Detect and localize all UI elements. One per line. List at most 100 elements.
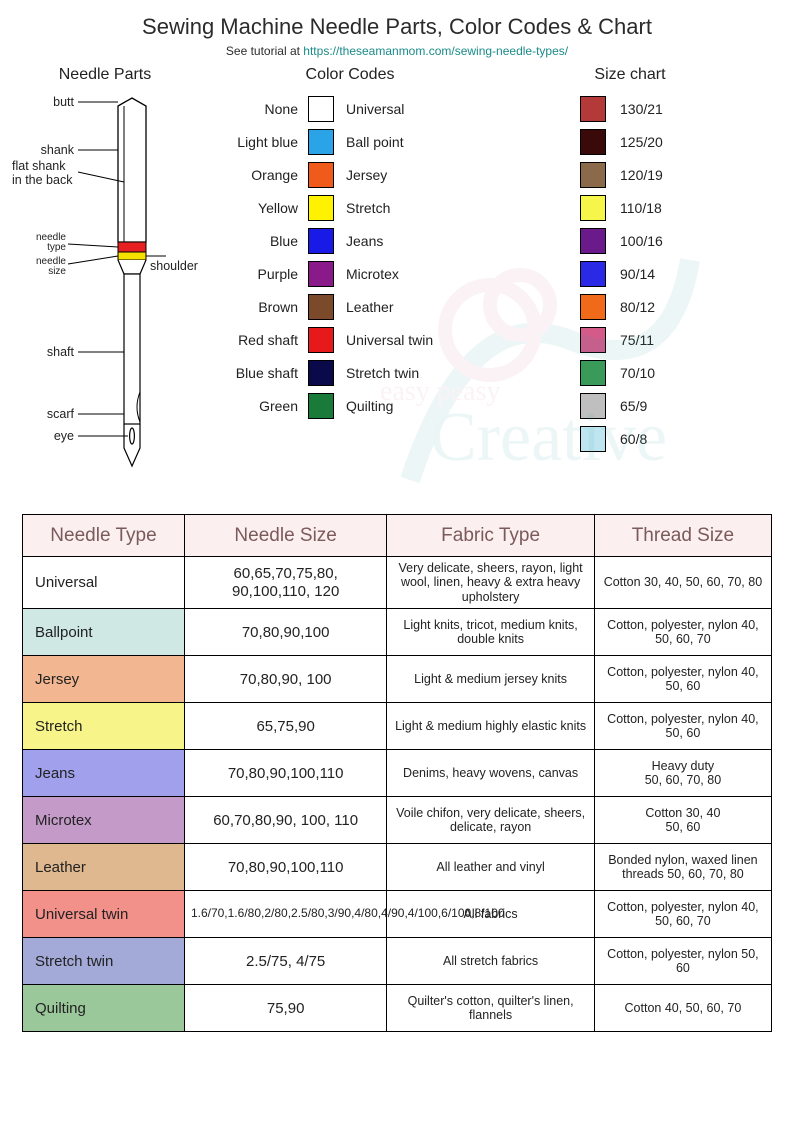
table-row: Universal60,65,70,75,80,90,100,110, 120V… <box>23 557 772 609</box>
size-chart-swatch <box>580 96 606 122</box>
cell-needle-size: 70,80,90,100 <box>184 609 386 656</box>
color-code-row: Light blue Ball point <box>200 125 500 158</box>
cell-thread-size: Cotton, polyester, nylon 50, 60 <box>594 938 771 985</box>
cell-thread-size: Bonded nylon, waxed linen threads 50, 60… <box>594 844 771 891</box>
cell-thread-size: Cotton 40, 50, 60, 70 <box>594 985 771 1032</box>
th-needle-type: Needle Type <box>23 515 185 557</box>
size-chart-swatch <box>580 261 606 287</box>
color-code-right: Microtex <box>334 266 399 282</box>
color-codes-section: Color Codes NoneUniversalLight blueBall … <box>200 66 500 502</box>
color-code-swatch <box>308 129 334 155</box>
size-chart-row: 70/10 <box>500 356 760 389</box>
color-code-left: Green <box>200 398 308 414</box>
cell-needle-type: Leather <box>23 844 185 891</box>
size-chart-label: 125/20 <box>606 134 663 150</box>
cell-needle-type: Universal twin <box>23 891 185 938</box>
cell-thread-size: Cotton 30, 4050, 60 <box>594 797 771 844</box>
cell-thread-size: Cotton, polyester, nylon 40, 50, 60, 70 <box>594 609 771 656</box>
color-code-right: Leather <box>334 299 393 315</box>
size-chart-label: 100/16 <box>606 233 663 249</box>
color-code-swatch <box>308 393 334 419</box>
tutorial-link[interactable]: https://theseamanmom.com/sewing-needle-t… <box>303 44 568 58</box>
cell-fabric-type: Light & medium jersey knits <box>387 656 594 703</box>
size-chart-swatch <box>580 327 606 353</box>
needle-diagram: butt shank flat shank in the back needle… <box>10 92 200 502</box>
size-chart-label: 130/21 <box>606 101 663 117</box>
cell-fabric-type: Voile chifon, very delicate, sheers, del… <box>387 797 594 844</box>
size-chart-swatch <box>580 360 606 386</box>
color-code-right: Jeans <box>334 233 383 249</box>
needle-table: Needle Type Needle Size Fabric Type Thre… <box>22 514 772 1032</box>
color-code-swatch <box>308 96 334 122</box>
size-chart-label: 90/14 <box>606 266 655 282</box>
size-chart-label: 75/11 <box>606 332 654 348</box>
cell-needle-type: Ballpoint <box>23 609 185 656</box>
color-code-right: Jersey <box>334 167 387 183</box>
needle-table-wrap: Needle Type Needle Size Fabric Type Thre… <box>0 510 794 1032</box>
cell-needle-type: Stretch <box>23 703 185 750</box>
color-code-row: Red shaft Universal twin <box>200 323 500 356</box>
cell-thread-size: Cotton, polyester, nylon 40, 50, 60, 70 <box>594 891 771 938</box>
cell-needle-size: 2.5/75, 4/75 <box>184 938 386 985</box>
cell-needle-size: 70,80,90,100,110 <box>184 750 386 797</box>
color-code-left: Purple <box>200 266 308 282</box>
color-code-right: Universal twin <box>334 332 433 348</box>
size-chart-row: 90/14 <box>500 257 760 290</box>
needle-shoulder-shape <box>118 260 146 274</box>
size-chart-row: 75/11 <box>500 323 760 356</box>
needle-shank-shape <box>118 98 146 242</box>
label-shaft: shaft <box>47 345 75 359</box>
label-shank: shank <box>41 143 75 157</box>
th-thread-size: Thread Size <box>594 515 771 557</box>
size-chart-label: 65/9 <box>606 398 647 414</box>
color-code-row: YellowStretch <box>200 191 500 224</box>
table-row: Quilting75,90Quilter's cotton, quilter's… <box>23 985 772 1032</box>
color-code-right: Ball point <box>334 134 404 150</box>
table-row: Stretch65,75,90Light & medium highly ela… <box>23 703 772 750</box>
cell-thread-size: Cotton, polyester, nylon 40, 50, 60 <box>594 703 771 750</box>
color-code-right: Universal <box>334 101 404 117</box>
color-code-swatch <box>308 360 334 386</box>
color-code-row: Purple Microtex <box>200 257 500 290</box>
cell-needle-size: 70,80,90,100,110 <box>184 844 386 891</box>
needle-eye-shape <box>130 428 135 444</box>
table-row: Stretch twin2.5/75, 4/75All stretch fabr… <box>23 938 772 985</box>
color-code-left: Red shaft <box>200 332 308 348</box>
page-title: Sewing Machine Needle Parts, Color Codes… <box>0 14 794 40</box>
cell-needle-type: Jersey <box>23 656 185 703</box>
label-needle-size-2: size <box>48 266 66 277</box>
cell-needle-size: 60,70,80,90, 100, 110 <box>184 797 386 844</box>
color-code-swatch <box>308 294 334 320</box>
cell-needle-type: Jeans <box>23 750 185 797</box>
color-code-swatch <box>308 195 334 221</box>
color-code-left: Light blue <box>200 134 308 150</box>
color-code-left: Brown <box>200 299 308 315</box>
color-code-right: Stretch twin <box>334 365 419 381</box>
cell-thread-size: Cotton, polyester, nylon 40, 50, 60 <box>594 656 771 703</box>
cell-fabric-type: Denims, heavy wovens, canvas <box>387 750 594 797</box>
table-header-row: Needle Type Needle Size Fabric Type Thre… <box>23 515 772 557</box>
label-butt: butt <box>53 95 74 109</box>
cell-needle-size: 65,75,90 <box>184 703 386 750</box>
label-needle-type-2: type <box>47 242 66 253</box>
size-chart-label: 70/10 <box>606 365 655 381</box>
size-chart-swatch <box>580 195 606 221</box>
size-chart-swatch <box>580 228 606 254</box>
cell-needle-size: 60,65,70,75,80,90,100,110, 120 <box>184 557 386 609</box>
cell-needle-size: 70,80,90, 100 <box>184 656 386 703</box>
size-chart-title: Size chart <box>500 66 760 84</box>
size-chart-swatch <box>580 294 606 320</box>
color-code-swatch <box>308 261 334 287</box>
color-code-right: Quilting <box>334 398 393 414</box>
color-code-left: Yellow <box>200 200 308 216</box>
label-flat-shank-2: in the back <box>12 173 73 187</box>
size-chart-label: 60/8 <box>606 431 647 447</box>
color-code-swatch <box>308 162 334 188</box>
label-scarf: scarf <box>47 407 75 421</box>
table-row: Ballpoint70,80,90,100Light knits, tricot… <box>23 609 772 656</box>
size-chart-row: 65/9 <box>500 389 760 422</box>
color-code-row: Green Quilting <box>200 389 500 422</box>
cell-fabric-type: All leather and vinyl <box>387 844 594 891</box>
table-row: Universal twin1.6/70,1.6/80,2/80,2.5/80,… <box>23 891 772 938</box>
th-needle-size: Needle Size <box>184 515 386 557</box>
